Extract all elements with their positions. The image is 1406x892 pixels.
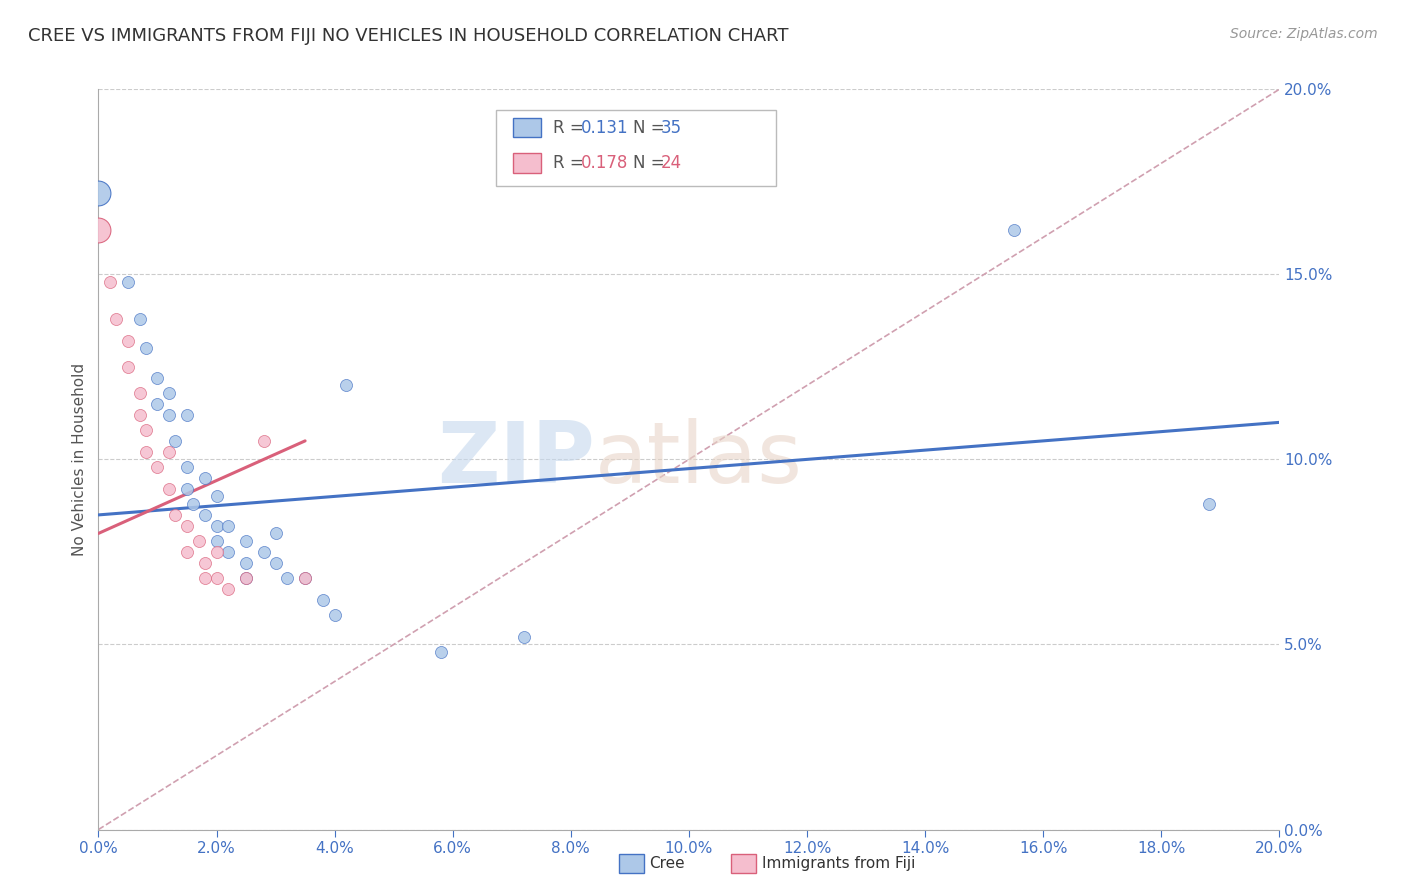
Text: 35: 35 <box>661 119 682 136</box>
Point <box>1198 497 1220 511</box>
Point <box>135 341 157 355</box>
Point <box>157 482 180 496</box>
Point <box>205 489 228 503</box>
Point <box>205 519 228 533</box>
Point <box>135 423 157 437</box>
Point <box>146 397 169 411</box>
Point <box>87 223 110 237</box>
Text: R =: R = <box>553 154 589 172</box>
Point <box>217 545 239 559</box>
Point <box>176 545 198 559</box>
Point <box>187 533 209 548</box>
Point <box>235 556 257 570</box>
Point <box>217 519 239 533</box>
Text: CREE VS IMMIGRANTS FROM FIJI NO VEHICLES IN HOUSEHOLD CORRELATION CHART: CREE VS IMMIGRANTS FROM FIJI NO VEHICLES… <box>28 27 789 45</box>
Point <box>294 571 316 585</box>
Point <box>146 459 169 474</box>
Point <box>323 607 346 622</box>
Point <box>335 378 357 392</box>
Point <box>235 533 257 548</box>
Point <box>98 275 121 289</box>
Point <box>165 508 187 522</box>
Point <box>176 519 198 533</box>
Text: N =: N = <box>633 119 669 136</box>
Point <box>176 482 198 496</box>
Point <box>430 645 453 659</box>
Point <box>117 275 139 289</box>
Point <box>194 508 217 522</box>
Point <box>157 385 180 400</box>
Point <box>165 434 187 448</box>
Point <box>276 571 298 585</box>
Point <box>264 526 287 541</box>
Point <box>205 571 228 585</box>
Point <box>235 571 257 585</box>
Text: 24: 24 <box>661 154 682 172</box>
Point <box>87 186 110 200</box>
Point <box>253 434 276 448</box>
Point <box>128 385 150 400</box>
Text: Cree: Cree <box>650 856 685 871</box>
Point <box>117 359 139 374</box>
Text: 0.131: 0.131 <box>581 119 628 136</box>
Y-axis label: No Vehicles in Household: No Vehicles in Household <box>72 363 87 556</box>
Point <box>146 371 169 385</box>
Point <box>105 311 128 326</box>
Text: R =: R = <box>553 119 589 136</box>
Point <box>128 311 150 326</box>
Point <box>217 582 239 596</box>
Point <box>205 533 228 548</box>
Text: ZIP: ZIP <box>437 417 595 501</box>
Point <box>128 408 150 422</box>
Point <box>253 545 276 559</box>
Point <box>176 459 198 474</box>
Point <box>1002 223 1025 237</box>
Text: Source: ZipAtlas.com: Source: ZipAtlas.com <box>1230 27 1378 41</box>
Point <box>235 571 257 585</box>
Point <box>205 545 228 559</box>
Point <box>157 408 180 422</box>
Point <box>157 445 180 459</box>
Point <box>176 408 198 422</box>
Text: 0.178: 0.178 <box>581 154 628 172</box>
Point <box>294 571 316 585</box>
Point <box>312 593 335 607</box>
Text: N =: N = <box>633 154 669 172</box>
Text: atlas: atlas <box>595 417 803 501</box>
Point <box>194 556 217 570</box>
Text: Immigrants from Fiji: Immigrants from Fiji <box>762 856 915 871</box>
Point <box>135 445 157 459</box>
Point <box>264 556 287 570</box>
Point <box>512 630 534 644</box>
Point <box>194 571 217 585</box>
Point <box>117 334 139 348</box>
Point <box>194 471 217 485</box>
Point <box>181 497 204 511</box>
